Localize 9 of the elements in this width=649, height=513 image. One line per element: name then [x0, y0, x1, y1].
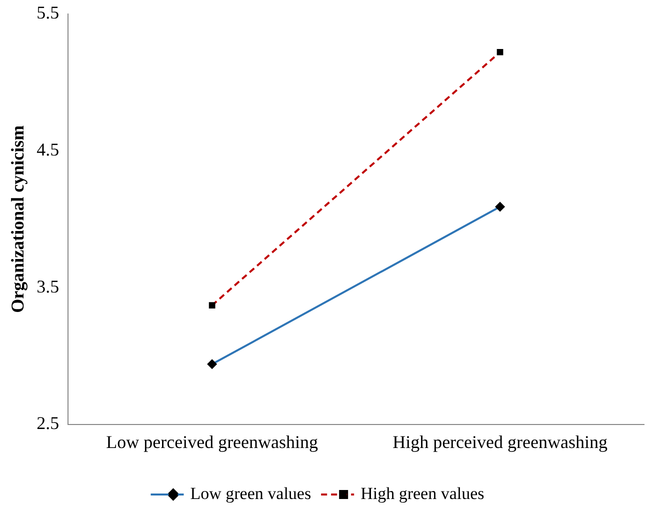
y-tick-label: 2.5 — [36, 413, 60, 434]
legend-label: Low green values — [190, 484, 312, 503]
legend-label: High green values — [360, 484, 484, 503]
y-tick-label: 3.5 — [36, 276, 60, 296]
y-axis-title: Organizational cynicism — [7, 125, 28, 313]
y-tick-label: 5.5 — [36, 2, 60, 23]
x-tick-label: Low perceived greenwashing — [106, 432, 318, 452]
x-tick-label: High perceived greenwashing — [392, 432, 608, 452]
y-tick-label: 4.5 — [36, 139, 60, 160]
